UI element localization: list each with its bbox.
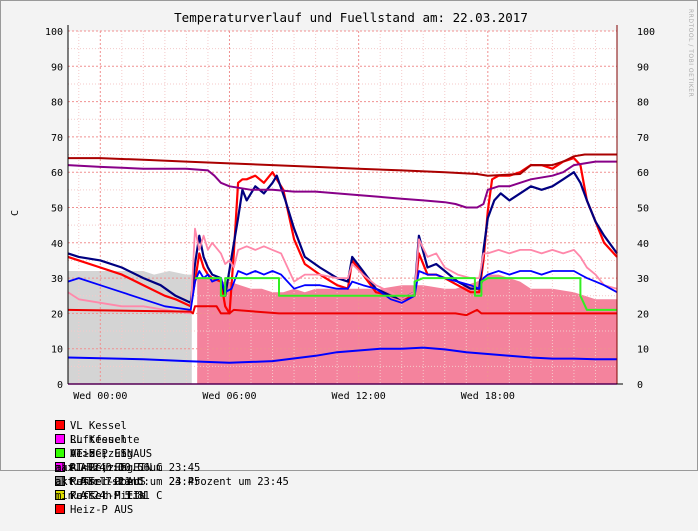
legend-swatch — [54, 504, 65, 514]
y-tick-label-right: 0 — [637, 380, 643, 391]
y-tick-label-left: 40 — [51, 239, 63, 250]
legend-row-1: VL Kessel RL Kessel VL Heizung RL Heizun… — [17, 405, 693, 502]
legend-item-vl-kessel: VL Kessel — [54, 419, 155, 433]
series-line-heiz-p-aus — [67, 305, 617, 317]
y-tick-label-right: 20 — [637, 309, 649, 320]
status-fuellstand: akt.Fuellstand: 24 Prozent um 23:45 — [54, 476, 289, 488]
x-tick-label: Wed 06:00 — [202, 391, 256, 401]
y-tick-label-left: 80 — [51, 98, 63, 109]
status-max-at: max.AT24h:10.56 C — [54, 462, 163, 474]
legend-item-luftfeuchte: Luftfeuchte — [54, 433, 162, 447]
y-tick-label-right: 70 — [637, 133, 649, 144]
legend-label: Heiz-P EIN — [69, 448, 134, 460]
y-tick-label-right: 40 — [637, 239, 649, 250]
legend-swatch — [54, 420, 65, 430]
legend-item-heiz-p-ein: Heiz-P EIN — [54, 447, 185, 461]
legend-item-heiz-p-aus: Heiz-P AUS — [54, 503, 134, 517]
y-tick-label-left: 10 — [51, 345, 63, 356]
series-lines — [67, 153, 618, 385]
y-tick-label-left: 20 — [51, 309, 63, 320]
series-line-puffer-oben — [68, 153, 617, 177]
y-tick-label-left: 0 — [57, 380, 63, 391]
y-tick-label-right: 90 — [637, 62, 649, 73]
y-tick-label-left: 90 — [51, 62, 63, 73]
series-line-at-5c-fs-aus — [67, 346, 617, 364]
y-tick-label-right: 80 — [637, 98, 649, 109]
x-tick-label: Wed 18:00 — [461, 391, 515, 401]
series-line-vl-heizung — [67, 227, 618, 315]
legend-label: AT>5C, FS AUS — [69, 448, 153, 460]
y-tick-label-left: 70 — [51, 133, 63, 144]
graph-frame: Temperaturverlauf und Fuellstand am: 22.… — [0, 0, 698, 516]
y-tick-label-left: 30 — [51, 274, 63, 285]
status-min-at: min.AT24h: 5.81 C — [54, 490, 163, 502]
x-tick-label: Wed 12:00 — [332, 391, 386, 401]
legend: VL Kessel RL Kessel VL Heizung RL Heizun… — [17, 405, 693, 516]
chart: Temperaturverlauf und Fuellstand am: 22.… — [10, 9, 694, 401]
y-tick-label-right: 10 — [637, 345, 649, 356]
series-line-puffer-mitte — [67, 160, 617, 209]
legend-swatch — [54, 434, 65, 444]
legend-label: Heiz-P AUS — [69, 504, 134, 516]
legend-label: RL Kessel — [69, 434, 127, 446]
legend-swatch — [54, 448, 65, 458]
chart-title: Temperaturverlauf und Fuellstand am: 22.… — [174, 10, 528, 25]
y-tick-label-left: 50 — [51, 204, 63, 215]
y-tick-label-left: 60 — [51, 168, 63, 179]
y-tick-label-left: 100 — [45, 27, 63, 38]
legend-label: VL Kessel — [69, 420, 127, 432]
fill-level-area-fuellstand — [197, 274, 618, 384]
y-tick-label-right: 60 — [637, 168, 649, 179]
axes: 0 0 10 10 20 20 30 30 40 40 50 50 60 60 70 70 80 80 90 90 10… — [45, 25, 655, 401]
legend-label: Luftfeuchte — [69, 434, 140, 446]
fill-level-area-kessel-p-aus — [68, 271, 192, 384]
series-line-rl-heizung — [67, 270, 618, 311]
watermark: RRDTOOL / TOBI OETIKER — [687, 9, 694, 97]
x-tick-label: Wed 00:00 — [73, 391, 127, 401]
series-line-heiz-p-ein — [195, 277, 617, 311]
y-tick-label-right: 30 — [637, 274, 649, 285]
legend-label: VL Heizung — [69, 448, 134, 460]
y-axis-label: C — [10, 210, 21, 216]
y-tick-label-right: 50 — [637, 204, 649, 215]
y-tick-label-right: 100 — [637, 27, 655, 38]
